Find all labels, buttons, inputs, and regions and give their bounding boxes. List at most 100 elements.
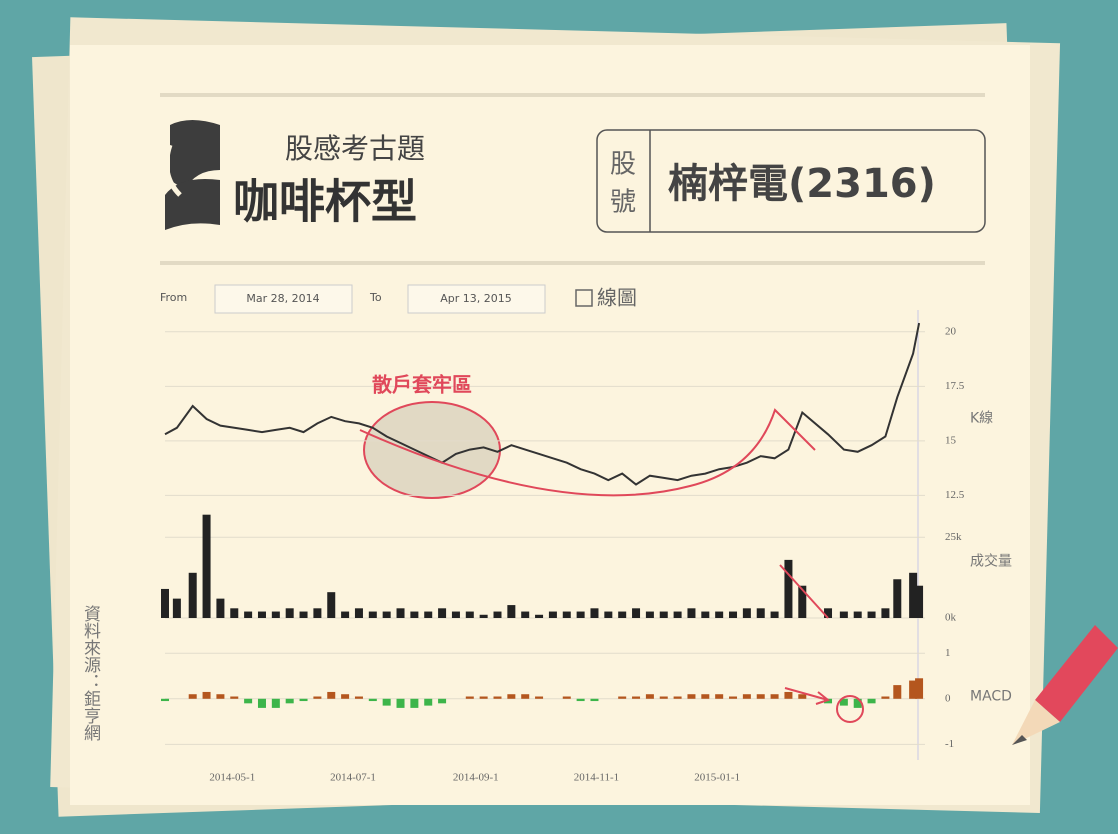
checkbox[interactable] [575,289,593,307]
bar [881,608,890,618]
to-label: To [369,291,382,304]
y-axis-label: MACD [970,689,1012,705]
bar [659,611,668,618]
to-input[interactable] [407,284,546,314]
bar [202,691,211,699]
bar [424,698,433,706]
price-line [164,322,921,486]
bar [313,696,322,699]
bar [618,611,627,618]
y-tick-label: 0 [945,692,951,704]
bar [341,694,350,699]
from-input[interactable] [214,284,353,314]
bar [798,585,807,618]
bar [915,585,924,618]
bar [701,611,710,618]
bar [645,694,654,699]
bar [285,698,294,704]
bar [479,696,488,699]
bar [742,694,751,699]
bar [909,572,918,618]
annotation: 散戶套牢區 [372,373,472,397]
bar [853,698,862,708]
bar [770,694,779,699]
bar [715,694,724,699]
bar [798,694,807,699]
bar [867,698,876,704]
bar [230,608,239,618]
bar [618,696,627,699]
bar [824,608,833,618]
bar [756,694,765,699]
y-tick-label: 12.5 [945,489,965,501]
bar [839,698,848,706]
bar [202,514,211,618]
bar [604,611,613,618]
bar [216,694,225,699]
bar [382,611,391,618]
y-axis-label: K線 [970,411,993,427]
bar [729,611,738,618]
bar [285,608,294,618]
y-tick-label: 1 [945,647,951,659]
bar [915,678,924,699]
front-sheet [70,45,1030,805]
bar [548,611,557,618]
bar [396,608,405,618]
chart-marks: 12.5 15 17.5 20 K線 0k 25k 成交量 -1 0 1 2014-05-1 2014-… [161,322,1012,784]
bar [562,696,571,699]
stock-name: 楠梓電(2316) [668,161,936,207]
bar [424,611,433,618]
bar [465,611,474,618]
y-tick-label: 17.5 [945,380,965,392]
to-date: Apr 13, 2015 [440,292,512,305]
x-tick-label: 2014-05-1 [209,772,255,784]
bar [824,698,833,704]
y-axis-label: 成交量 [970,553,1012,570]
x-tick-label: 2014-11-1 [574,772,619,784]
clip-wire [164,144,182,197]
date-controls: From Mar 28, 2014 To Apr 13, 2015 線圖 [160,284,637,314]
bar [729,696,738,699]
bar [701,694,710,699]
bar [853,611,862,618]
bar [521,611,530,618]
bar [382,698,391,706]
checkbox-label: 線圖 [597,286,637,310]
bar [742,608,751,618]
from-label: From [160,291,187,304]
bar [410,698,419,708]
trap-zone [363,401,501,499]
volume-trend [779,564,829,619]
title: 咖啡杯型 [233,175,417,229]
bar [507,605,516,618]
bar [257,698,266,708]
bar [257,611,266,618]
pencil [1012,625,1118,745]
bar [867,611,876,618]
bar [893,579,902,618]
bar [465,696,474,699]
bar [590,698,599,702]
y-tick-label: 15 [945,434,957,446]
pencil-body [1035,625,1118,722]
bar [535,614,544,618]
annotations [359,408,864,723]
bar [438,698,447,704]
bar [839,611,848,618]
clip-icon [164,120,220,230]
bar [479,614,488,618]
pencil-tip [1012,700,1060,745]
bar [493,696,502,699]
code-label: 股 [610,150,636,180]
bar [327,691,336,699]
bar [161,698,169,702]
cup-curve [359,408,816,497]
bar [881,696,890,699]
from-date: Mar 28, 2014 [246,292,319,305]
bar [784,559,793,618]
macd-circle [836,695,864,723]
bar [632,608,641,618]
